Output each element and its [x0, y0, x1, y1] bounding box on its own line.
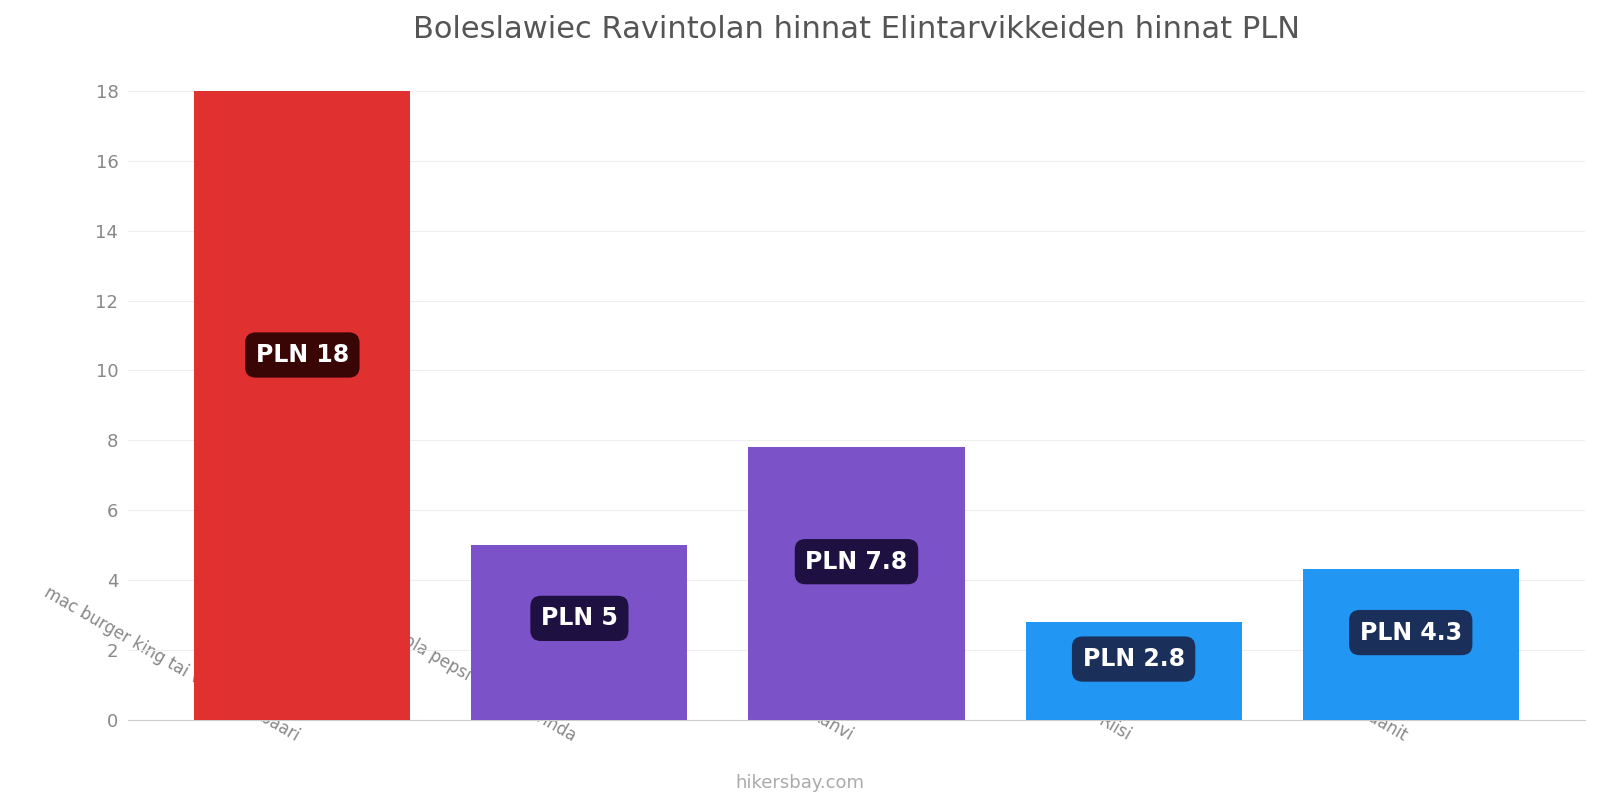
Text: PLN 7.8: PLN 7.8	[805, 550, 907, 574]
Text: PLN 2.8: PLN 2.8	[1083, 647, 1184, 671]
Bar	[1026, 622, 1242, 720]
Text: hikersbay.com: hikersbay.com	[736, 774, 864, 792]
Bar	[749, 447, 965, 720]
Text: PLN 18: PLN 18	[256, 343, 349, 367]
Title: Boleslawiec Ravintolan hinnat Elintarvikkeiden hinnat PLN: Boleslawiec Ravintolan hinnat Elintarvik…	[413, 15, 1301, 44]
Bar	[194, 91, 410, 720]
Bar	[472, 545, 688, 720]
Text: PLN 5: PLN 5	[541, 606, 618, 630]
Text: PLN 4.3: PLN 4.3	[1360, 621, 1462, 645]
Bar	[1302, 570, 1518, 720]
